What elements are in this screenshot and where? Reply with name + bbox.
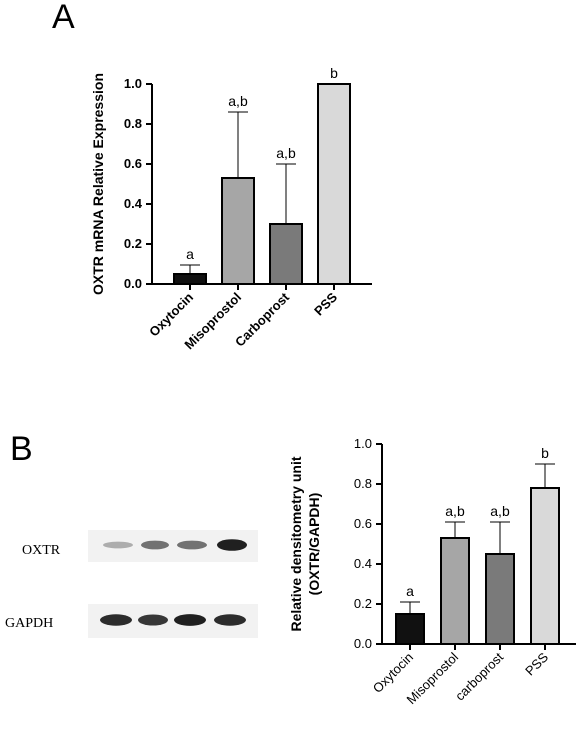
sig-label-carboprost: a,b [276, 145, 296, 161]
x-tick-label-oxytocin: Oxytocin [370, 650, 416, 696]
x-tick-label-oxytocin: Oxytocin [146, 289, 196, 339]
oxtr-band-2 [141, 540, 169, 550]
panel-letter-a: A [52, 0, 75, 36]
y-tick-label: 0.6 [354, 516, 372, 531]
y-tick-label: 0.4 [124, 196, 143, 211]
x-tick-label-pss: PSS [311, 289, 340, 318]
y-axis-label: Relative densitometry unit [288, 456, 304, 631]
bar-carboprost [269, 223, 303, 285]
bar-pss [317, 83, 351, 285]
bar-misoprostol [440, 537, 470, 645]
oxtr-band-4 [217, 539, 247, 551]
y-tick-label: 1.0 [124, 76, 142, 91]
oxtr-band-3 [177, 540, 207, 550]
y-tick-label: 0.8 [124, 116, 142, 131]
y-tick-label: 0.8 [354, 476, 372, 491]
bar-pss [530, 487, 560, 645]
y-tick-label: 0.2 [124, 236, 142, 251]
sig-label-misoprostol: a,b [445, 503, 465, 519]
chart-a: 0.0 0.2 0.4 0.6 0.8 1.0 OXTR mRNA Relative Exp… [90, 65, 372, 352]
bar-oxytocin [395, 613, 425, 645]
y-tick-label: 1.0 [354, 436, 372, 451]
sig-label-oxytocin: a [406, 583, 414, 599]
gapdh-band-4 [214, 614, 246, 626]
bar-misoprostol [221, 177, 255, 285]
y-tick-label: 0.2 [354, 596, 372, 611]
chart-b: 0.0 0.2 0.4 0.6 0.8 1.0 Relative densitometry … [288, 436, 576, 707]
sig-label-pss: b [330, 65, 338, 81]
blot-label-oxtr: OXTR [22, 543, 61, 558]
y-tick-label: 0.6 [124, 156, 142, 171]
bar-carboprost [485, 553, 515, 645]
y-axis-label-line2: (OXTR/GAPDH) [306, 493, 322, 596]
sig-label-oxytocin: a [186, 246, 194, 262]
sig-label-carboprost: a,b [490, 503, 510, 519]
y-axis-label: OXTR mRNA Relative Expression [90, 73, 106, 295]
gapdh-band-3 [174, 614, 206, 626]
y-tick-label: 0.0 [354, 636, 372, 651]
x-tick-label-pss: PSS [522, 649, 551, 678]
oxtr-band-1 [103, 541, 133, 549]
y-tick-label: 0.4 [354, 556, 372, 571]
bar-oxytocin [173, 273, 207, 285]
y-tick-label: 0.0 [124, 276, 142, 291]
gapdh-band-1 [100, 614, 132, 626]
panel-letter-b: B [10, 430, 33, 468]
gapdh-band-2 [138, 614, 168, 626]
sig-label-pss: b [541, 445, 549, 461]
blot-bands [100, 539, 247, 626]
blot-label-gapdh: GAPDH [5, 616, 53, 631]
western-blot: OXTR GAPDH [5, 530, 258, 638]
sig-label-misoprostol: a,b [228, 93, 248, 109]
x-tick-label-carboprost: carboprost [452, 649, 506, 703]
